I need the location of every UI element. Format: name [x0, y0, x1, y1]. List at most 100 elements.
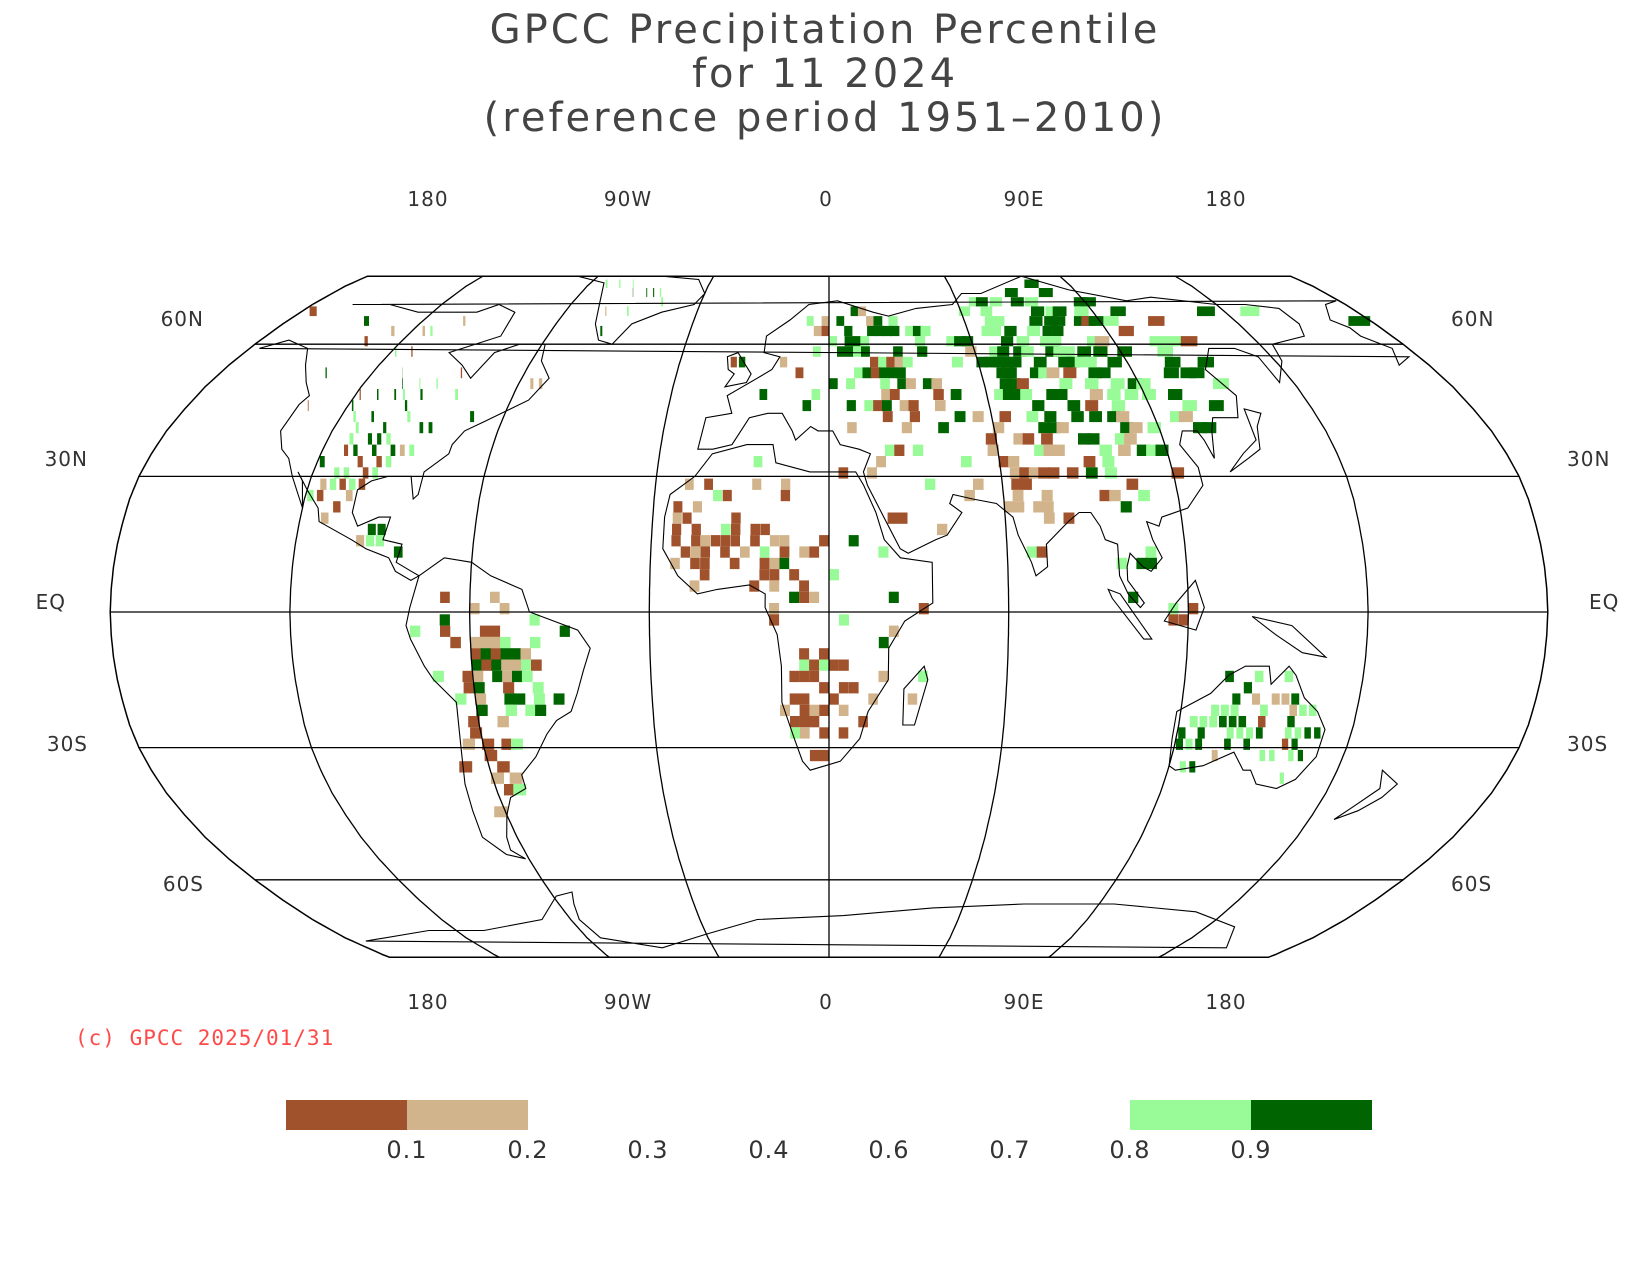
coastline-japan	[1229, 408, 1262, 473]
percentile-cell	[510, 648, 522, 660]
percentile-cell	[409, 444, 415, 456]
percentile-cell	[861, 346, 870, 357]
percentile-cell	[1226, 727, 1234, 739]
percentile-cell	[878, 670, 889, 683]
percentile-cell	[1178, 727, 1186, 739]
percentile-cell	[876, 456, 886, 468]
percentile-cell	[1124, 389, 1139, 400]
percentile-cell	[837, 346, 846, 357]
percentile-cell	[484, 749, 498, 762]
percentile-cell	[819, 704, 829, 716]
percentile-cell	[1074, 356, 1089, 368]
percentile-cell	[383, 422, 387, 434]
percentile-cell	[1128, 591, 1139, 603]
percentile-cell	[854, 367, 864, 379]
percentile-cell	[659, 288, 662, 298]
percentile-cell	[700, 546, 710, 558]
percentile-cell	[1148, 316, 1165, 326]
percentile-cell	[1029, 367, 1043, 379]
percentile-cell	[1012, 489, 1024, 502]
percentile-cell	[339, 478, 346, 490]
percentile-cell	[1088, 367, 1102, 379]
percentile-cell	[1085, 378, 1099, 390]
percentile-cell	[1043, 444, 1056, 456]
percentile-cell	[319, 456, 325, 468]
colorbar-swatch-below-0.1	[286, 1100, 407, 1130]
percentile-cell	[1294, 727, 1302, 739]
percentile-cell	[1284, 670, 1294, 683]
percentile-cell	[1033, 501, 1044, 513]
percentile-cell	[954, 411, 966, 423]
colorbar-tick-0.4: 0.4	[748, 1136, 789, 1164]
title-line-3: (reference period 1951–2010)	[483, 95, 1167, 141]
percentile-cell	[511, 738, 523, 750]
percentile-cell	[887, 367, 898, 379]
percentile-cell	[700, 535, 711, 547]
percentile-cell	[759, 557, 770, 570]
percentile-cell	[1304, 727, 1311, 739]
percentile-cell	[795, 367, 804, 379]
percentile-cell	[502, 670, 513, 683]
percentile-cell	[864, 400, 874, 412]
percentile-cell	[870, 367, 881, 379]
percentile-cell	[964, 489, 975, 502]
percentile-cell	[951, 356, 963, 368]
percentile-cell	[1269, 749, 1275, 762]
percentile-cell	[779, 546, 790, 558]
percentile-cell	[769, 535, 780, 547]
percentile-cell	[320, 478, 327, 490]
percentile-cell	[1042, 501, 1054, 513]
percentile-cell	[897, 378, 908, 390]
percentile-cell	[729, 557, 740, 570]
percentile-cell	[1011, 478, 1023, 490]
percentile-cell	[367, 433, 372, 445]
coastline-australia	[1168, 665, 1326, 790]
percentile-cell	[1189, 761, 1196, 773]
percentile-cell	[470, 727, 483, 739]
percentile-cell	[605, 279, 608, 288]
meridian-line	[1048, 275, 1190, 958]
percentile-cell	[521, 659, 532, 671]
percentile-cell	[514, 693, 526, 705]
percentile-cell	[1193, 422, 1208, 434]
percentile-cell	[1001, 356, 1014, 368]
percentile-cell	[1252, 693, 1261, 705]
percentile-cell	[813, 325, 822, 337]
percentile-cell	[809, 716, 820, 728]
percentile-cell	[1027, 325, 1041, 337]
percentile-cell	[730, 535, 740, 547]
percentile-cell	[905, 378, 916, 390]
percentile-cell	[1195, 738, 1203, 750]
percentile-cell	[307, 400, 309, 412]
lat-label-right-eq: EQ	[1589, 590, 1619, 614]
percentile-cell	[781, 478, 791, 490]
colorbar-swatch-0.1-0.2	[407, 1100, 528, 1130]
percentile-cell	[1011, 389, 1024, 400]
percentile-cell	[1008, 378, 1021, 390]
percentile-cell	[985, 433, 997, 445]
percentile-cell	[1077, 346, 1092, 357]
percentile-cell	[673, 501, 683, 513]
percentile-cell	[1182, 400, 1197, 412]
percentile-cell	[1074, 306, 1089, 317]
percentile-cell	[500, 636, 511, 649]
percentile-cell	[403, 389, 405, 400]
percentile-cell	[846, 400, 856, 412]
meridian-line	[938, 275, 1010, 958]
percentile-cell	[531, 659, 542, 671]
percentile-cell	[343, 467, 350, 479]
percentile-cell	[937, 523, 948, 536]
percentile-cell	[1107, 389, 1121, 400]
title-line-2: for 11 2024	[691, 51, 959, 97]
lat-label-right-60n: 60N	[1451, 307, 1494, 331]
percentile-cell	[386, 433, 391, 445]
percentile-cell	[1038, 288, 1053, 298]
percentile-cell	[880, 378, 890, 390]
percentile-cell	[759, 389, 768, 400]
percentile-cell	[1142, 389, 1156, 400]
percentile-cell	[806, 316, 814, 326]
colorbar: 0.1 0.2 0.3 0.4 0.6 0.7 0.8 0.9	[286, 1100, 1372, 1164]
percentile-cell	[987, 444, 999, 456]
percentile-cell	[799, 693, 810, 705]
percentile-cell	[356, 535, 365, 547]
